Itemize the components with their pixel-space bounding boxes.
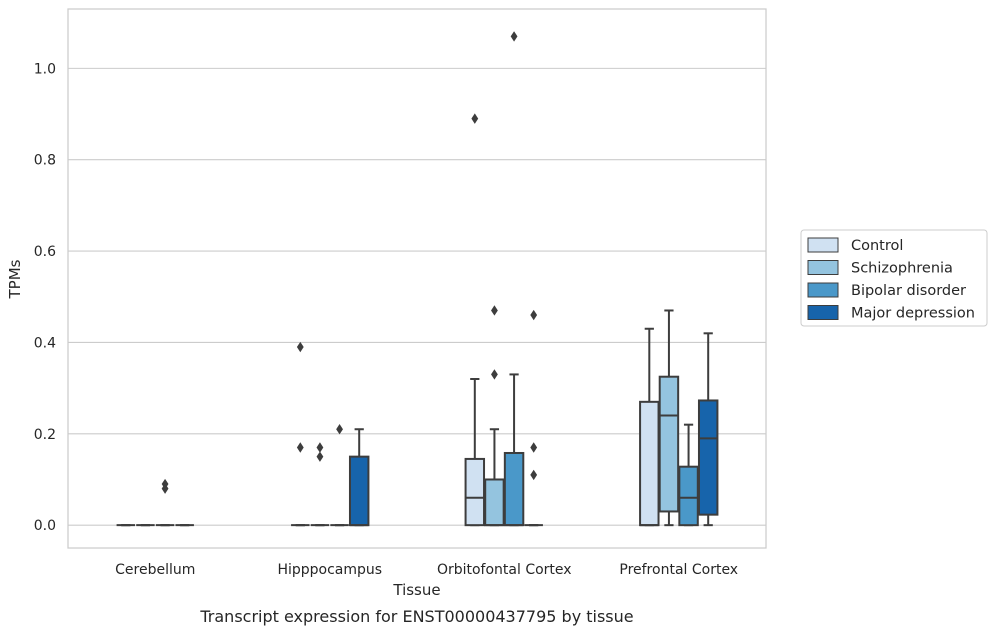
y-tick-label: 0.4 <box>34 335 56 351</box>
legend: Control Schizophrenia Bipolar disorder Majo… <box>800 229 988 327</box>
box-group <box>524 309 543 527</box>
x-tick-labels: Cerebellum Hipppocampus Orbitofontal Corte… <box>115 562 738 578</box>
box-group <box>464 113 486 527</box>
box-layer <box>116 31 719 527</box>
box-group <box>658 309 680 527</box>
box-iqr <box>639 400 660 527</box>
box-group <box>503 31 525 527</box>
x-tick-label: Cerebellum <box>115 562 195 578</box>
x-tick-label: Hipppocampus <box>277 562 382 578</box>
legend-swatch <box>807 237 839 253</box>
outlier-point <box>471 113 479 124</box>
box-group <box>639 327 660 527</box>
y-tick-label: 1.0 <box>34 61 56 77</box>
box-group <box>678 423 699 527</box>
legend-label: Bipolar disorder <box>851 283 966 299</box>
box-group <box>291 341 310 527</box>
chart-caption: Transcript expression for ENST0000043779… <box>199 607 633 626</box>
legend-label: Major depression <box>851 306 975 322</box>
outlier-point <box>510 31 518 42</box>
y-tick-label: 0.2 <box>34 427 56 443</box>
x-axis-label: Tissue <box>392 581 440 599</box>
legend-label: Control <box>851 238 903 254</box>
box-iqr <box>658 375 680 513</box>
box-group <box>348 428 370 527</box>
legend-label: Schizophrenia <box>851 261 953 277</box>
outlier-point <box>316 451 324 462</box>
outlier-point <box>530 442 538 453</box>
x-tick-label: Orbitofontal Cortex <box>437 562 572 578</box>
legend-swatch <box>807 260 839 275</box>
outlier-point <box>296 341 304 353</box>
plot-frame <box>67 8 767 549</box>
y-tick-label: 0.6 <box>34 244 56 260</box>
box-iqr <box>348 455 370 527</box>
y-tick-label: 0.8 <box>34 153 56 169</box>
box-group <box>484 305 505 527</box>
box-group <box>330 424 349 527</box>
y-tick-labels: 0.0 0.2 0.4 0.6 0.8 1.0 <box>34 61 56 534</box>
legend-swatch <box>807 282 839 298</box>
x-tick-label: Prefrontal Cortex <box>619 562 738 578</box>
outlier-point <box>161 483 169 494</box>
outlier-point <box>491 369 498 380</box>
outlier-point <box>336 424 343 435</box>
y-tick-label: 0.0 <box>34 518 56 534</box>
box-iqr <box>464 457 486 527</box>
box-group <box>697 332 719 527</box>
outlier-point <box>530 469 538 481</box>
outlier-point <box>491 305 498 316</box>
box-group <box>155 478 175 527</box>
outlier-point <box>296 442 304 453</box>
box-iqr <box>484 478 505 527</box>
outlier-point <box>316 442 324 453</box>
y-axis-label: TPMs <box>6 259 24 299</box>
legend-swatch <box>807 305 839 320</box>
outlier-point <box>530 309 538 321</box>
box-iqr <box>503 451 525 527</box>
box-iqr <box>697 399 719 516</box>
box-group <box>310 442 330 527</box>
box-iqr <box>678 465 699 527</box>
legend-frame <box>800 229 988 327</box>
